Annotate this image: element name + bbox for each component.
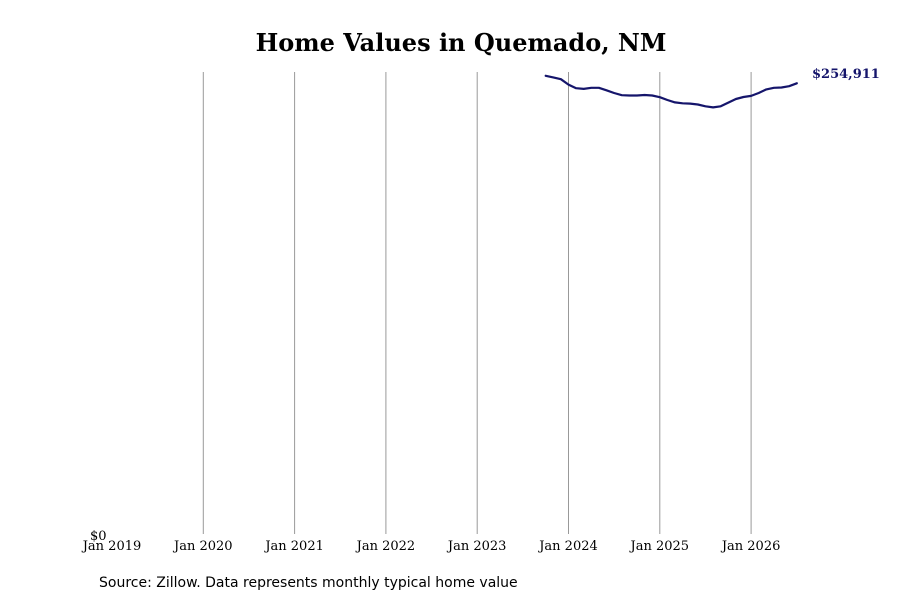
y-tick-label: $0	[90, 529, 107, 544]
source-note: Source: Zillow. Data represents monthly …	[99, 575, 518, 591]
x-tick-label: Jan 2024	[537, 539, 598, 554]
chart-title: Home Values in Quemado, NM	[256, 28, 667, 57]
x-axis-ticks: Jan 2019 Jan 2020 Jan 2021 Jan 2022 Jan 2023…	[81, 539, 781, 554]
x-tick-label: Jan 2022	[355, 539, 416, 554]
x-tick-label: Jan 2019	[81, 539, 142, 554]
x-tick-label: Jan 2020	[172, 539, 233, 554]
end-value-label: $254,911	[812, 67, 880, 82]
grid-lines	[202, 72, 752, 534]
series-line-home-value	[544, 74, 798, 109]
x-tick-label: Jan 2026	[720, 539, 781, 554]
x-tick-label: Jan 2023	[446, 539, 507, 554]
x-tick-label: Jan 2025	[629, 539, 690, 554]
x-tick-label: Jan 2021	[263, 539, 324, 554]
